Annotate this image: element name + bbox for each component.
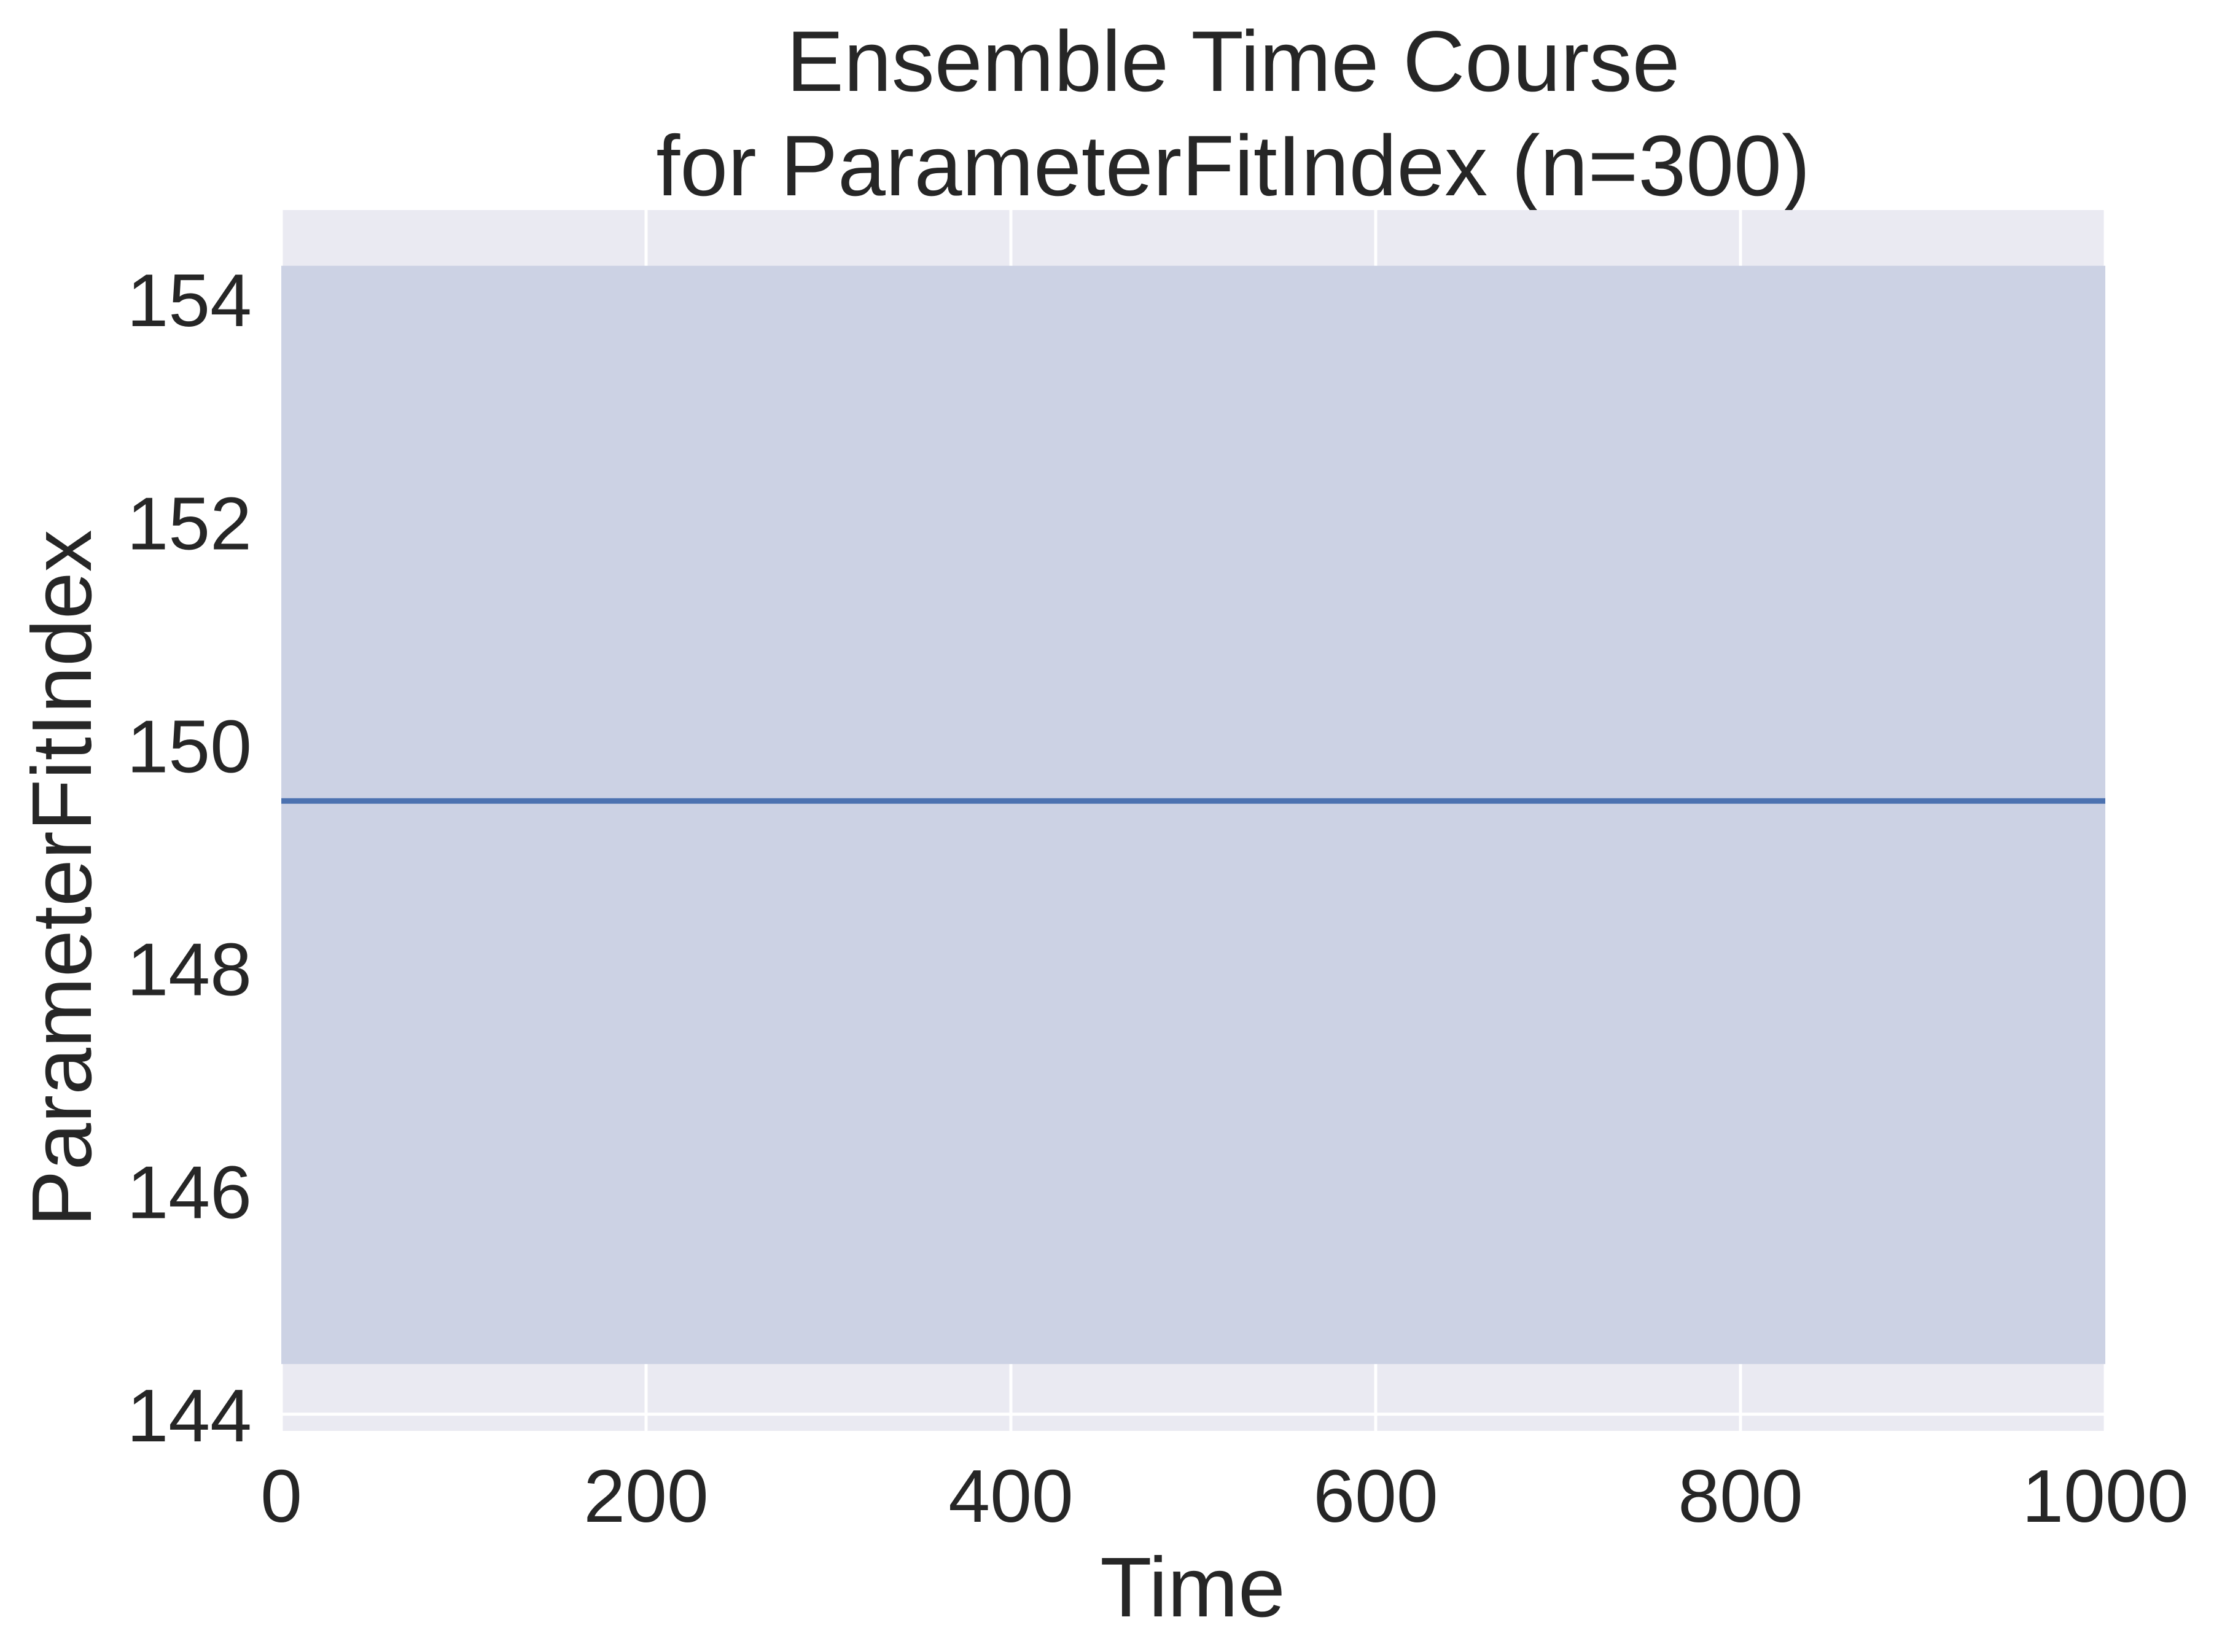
tick-labels: 0 200 400 600 800 1000 144 146 148 150 152 154 <box>127 259 2188 1538</box>
y-tick-label: 148 <box>127 928 252 1011</box>
confidence-band <box>281 265 2105 1365</box>
confidence-band-layer <box>281 265 2105 1365</box>
y-tick-label: 144 <box>127 1374 252 1457</box>
y-tick-label: 146 <box>127 1151 252 1234</box>
x-tick-label: 200 <box>583 1454 709 1538</box>
y-tick-label: 152 <box>127 481 252 565</box>
x-tick-label: 0 <box>260 1454 302 1538</box>
chart-subtitle: for ParameterFitIndex (n=300) <box>656 117 1810 214</box>
y-tick-label: 150 <box>127 704 252 788</box>
x-tick-label: 600 <box>1313 1454 1438 1538</box>
x-tick-label: 1000 <box>2022 1454 2188 1538</box>
chart-title: Ensemble Time Course <box>786 13 1680 109</box>
y-tick-label: 154 <box>127 259 252 342</box>
y-axis-label: ParameterFitIndex <box>15 529 109 1226</box>
x-tick-label: 400 <box>948 1454 1074 1538</box>
x-axis-label: Time <box>1100 1540 1285 1635</box>
x-tick-label: 800 <box>1678 1454 1803 1538</box>
